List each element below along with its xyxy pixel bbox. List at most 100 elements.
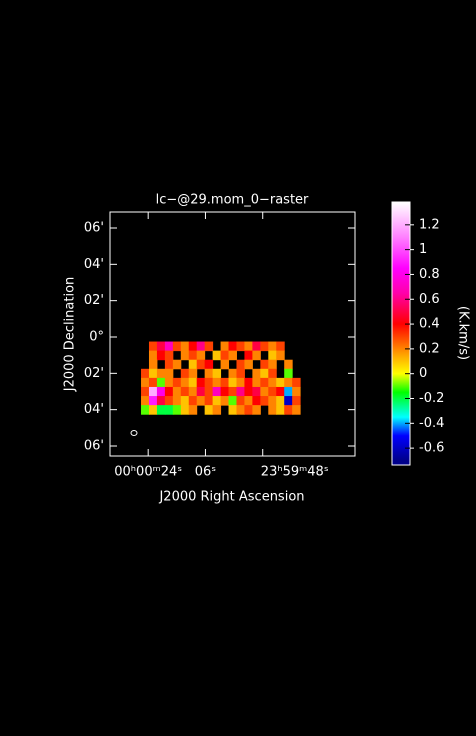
beam xyxy=(130,430,138,436)
raster-cell xyxy=(276,405,285,415)
raster-cell xyxy=(268,377,277,388)
raster-cell xyxy=(212,368,222,379)
raster-cell xyxy=(156,386,166,397)
raster-cell xyxy=(236,377,245,388)
raster-cell xyxy=(284,386,293,397)
raster-cell xyxy=(252,386,261,397)
colorbar-tick-label: 0.2 xyxy=(419,341,440,356)
raster-cell xyxy=(228,368,237,379)
raster-cell xyxy=(228,405,237,415)
raster-cell xyxy=(292,377,301,388)
raster-cell xyxy=(220,386,230,397)
raster-cell xyxy=(180,386,190,397)
colorbar-tick-label: 1 xyxy=(419,242,427,257)
raster-cell xyxy=(276,341,285,352)
raster-cell xyxy=(180,341,190,352)
raster-cell xyxy=(172,396,182,406)
raster-cell xyxy=(212,386,222,397)
raster-cell xyxy=(268,386,277,397)
x-tick-label: 23ʰ59ᵐ48ˢ xyxy=(261,465,329,480)
raster-cell xyxy=(244,341,253,352)
raster-cell xyxy=(252,377,261,388)
colorbar-label: (K.km/s) xyxy=(456,306,471,360)
raster-cell xyxy=(244,386,253,397)
raster-cell xyxy=(268,341,277,352)
raster-cell xyxy=(164,368,174,379)
raster-cell xyxy=(204,396,214,406)
y-tick-label: 02' xyxy=(84,366,104,381)
raster-cell xyxy=(228,341,237,352)
raster-cell xyxy=(141,368,150,379)
raster-cell xyxy=(196,359,206,370)
raster-cell xyxy=(204,359,214,370)
raster-cell xyxy=(284,359,293,370)
raster-cell xyxy=(244,359,253,370)
raster-cell xyxy=(164,386,174,397)
raster-cell xyxy=(196,350,206,361)
raster-cell xyxy=(188,386,198,397)
colorbar xyxy=(391,201,411,466)
raster-cell xyxy=(188,368,198,379)
x-tick-label: 00ʰ00ᵐ24ˢ xyxy=(114,465,182,480)
raster-cell xyxy=(236,396,245,406)
raster-cell xyxy=(228,377,237,388)
raster-cell xyxy=(228,386,237,397)
raster-cell xyxy=(268,359,277,370)
raster-cell xyxy=(196,341,206,352)
raster-cell xyxy=(292,405,301,415)
raster-cell xyxy=(141,396,150,406)
raster-cell xyxy=(148,377,158,388)
raster-cell xyxy=(188,341,198,352)
raster-cell xyxy=(180,350,190,361)
raster-cell xyxy=(252,341,261,352)
y-tick-label: 04' xyxy=(84,402,104,417)
raster-cell xyxy=(164,359,174,370)
raster-cell xyxy=(212,377,222,388)
colorbar-tick-label: -0.2 xyxy=(419,391,444,406)
raster-cell xyxy=(252,368,261,379)
raster-cell xyxy=(260,341,269,352)
raster-cell xyxy=(204,405,214,415)
raster-cell xyxy=(204,368,214,379)
raster-cell xyxy=(260,368,269,379)
raster-cell xyxy=(172,386,182,397)
raster-cell xyxy=(268,368,277,379)
raster-cell xyxy=(212,405,222,415)
raster-cell xyxy=(252,350,261,361)
raster-cell xyxy=(141,377,150,388)
raster-cell xyxy=(276,377,285,388)
raster-cell xyxy=(244,350,253,361)
raster-cell xyxy=(172,359,182,370)
raster-cell xyxy=(228,350,237,361)
raster-cell xyxy=(284,396,293,406)
plot-frame xyxy=(109,211,356,457)
raster-cell xyxy=(148,350,158,361)
raster-cell xyxy=(244,405,253,415)
raster-cell xyxy=(252,396,261,406)
raster-cell xyxy=(212,350,222,361)
raster-cell xyxy=(244,396,253,406)
raster-cell xyxy=(156,368,166,379)
raster-cell xyxy=(228,396,237,406)
raster-cell xyxy=(156,405,166,415)
raster-cell xyxy=(180,377,190,388)
raster-cell xyxy=(292,386,301,397)
raster-cell xyxy=(260,386,269,397)
raster-cell xyxy=(148,341,158,352)
raster-cell xyxy=(196,396,206,406)
raster-cell xyxy=(156,350,166,361)
raster-cell xyxy=(141,386,150,397)
raster-cell xyxy=(236,341,245,352)
y-tick-label: 06' xyxy=(84,439,104,454)
raster-cell xyxy=(164,350,174,361)
raster-cell xyxy=(220,377,230,388)
y-tick-label: 06' xyxy=(84,220,104,235)
raster-cell xyxy=(196,386,206,397)
y-tick-label: 02' xyxy=(84,293,104,308)
raster-cell xyxy=(220,350,230,361)
raster-cell xyxy=(236,386,245,397)
raster-cell xyxy=(148,386,158,397)
colorbar-tick-label: 0 xyxy=(419,366,427,381)
raster-cell xyxy=(148,359,158,370)
